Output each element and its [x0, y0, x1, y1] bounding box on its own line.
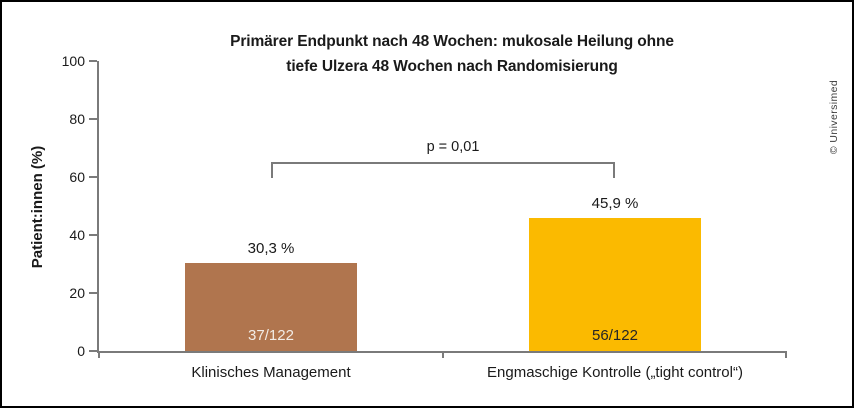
y-axis-label: Patient:innen (%) — [29, 145, 46, 269]
p-value-label: p = 0,01 — [426, 139, 480, 155]
y-axis-tick-label: 40 — [69, 227, 85, 243]
y-axis-tick-label: 20 — [69, 285, 85, 301]
chart-title-line-2: tiefe Ulzera 48 Wochen nach Randomisieru… — [286, 58, 618, 75]
y-axis-tick — [89, 118, 97, 120]
y-axis-tick — [89, 292, 97, 294]
bar-2 — [529, 218, 701, 351]
y-axis-tick — [89, 350, 97, 352]
x-axis-category-label: Klinisches Management — [191, 364, 351, 381]
chart-title-line-1: Primärer Endpunkt nach 48 Wochen: mukosa… — [230, 33, 674, 50]
bar-count-label: 37/122 — [248, 327, 294, 344]
bar-1 — [185, 263, 357, 351]
x-axis-tick — [442, 351, 444, 358]
plot-area: 0 20 40 60 80 100 30,3 % 37/122 Klinisches Manag… — [62, 53, 787, 381]
y-axis-tick-label: 100 — [61, 53, 85, 69]
x-axis-category-label: Engmaschige Kontrolle („tight control“) — [487, 364, 743, 381]
copyright-credit: © Universimed — [828, 79, 840, 155]
chart-title: Primärer Endpunkt nach 48 Wochen: mukosa… — [132, 29, 772, 79]
y-axis-tick-label: 0 — [77, 343, 85, 359]
bar-value-label: 45,9 % — [591, 195, 639, 212]
x-axis-tick — [98, 351, 100, 358]
bar-count-label: 56/122 — [592, 327, 638, 344]
significance-bracket — [271, 162, 615, 178]
y-axis-tick — [89, 60, 97, 62]
y-axis-tick-label: 60 — [69, 169, 85, 185]
bar-value-label: 30,3 % — [247, 240, 295, 257]
x-axis-tick — [785, 351, 787, 358]
y-axis-tick — [89, 176, 97, 178]
y-axis-tick-label: 80 — [69, 111, 85, 127]
y-axis-tick — [89, 234, 97, 236]
